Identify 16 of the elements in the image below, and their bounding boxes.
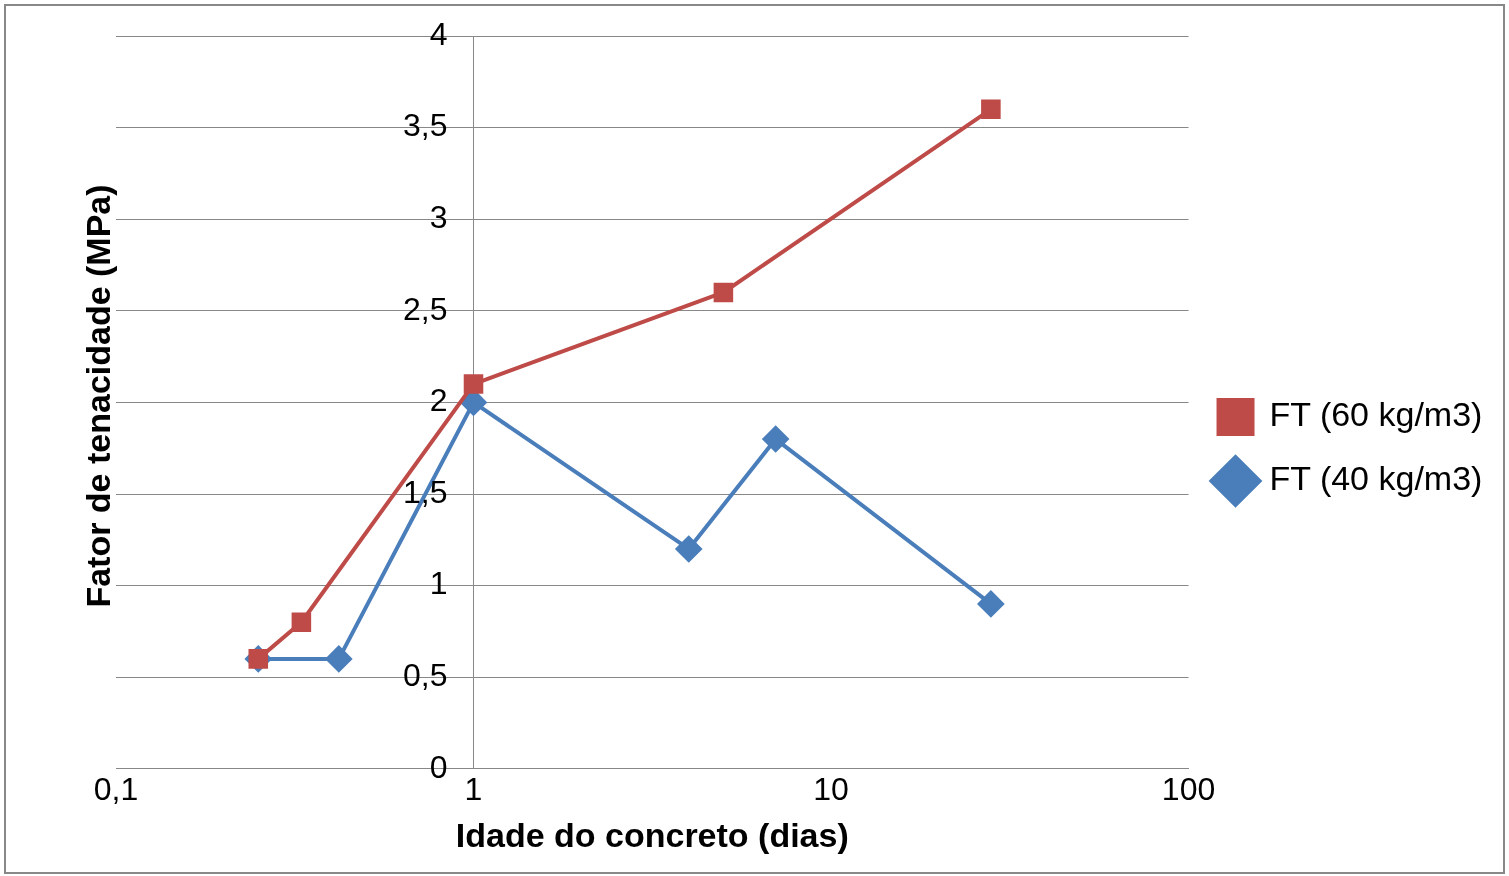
x-axis-title: Idade do concreto (dias) [455, 815, 849, 854]
x-tick-label: 1 [464, 770, 483, 807]
y-tick-label: 0,5 [403, 657, 448, 694]
legend-label: FT (40 kg/m3) [1269, 459, 1483, 498]
y-tick-label: 3 [429, 199, 448, 236]
x-tick-label: 100 [1161, 770, 1216, 807]
y-axis-title: Fator de tenacidade (MPa) [78, 184, 118, 608]
y-tick-label: 1 [429, 565, 448, 602]
y-tick-label: 4 [429, 15, 448, 52]
legend-label: FT (60 kg/m3) [1269, 395, 1483, 434]
y-tick-label: 2 [429, 382, 448, 419]
y-tick-label: 0 [429, 748, 448, 785]
y-tick-label: 2,5 [403, 290, 448, 327]
y-tick-label: 3,5 [403, 107, 448, 144]
x-tick-label: 10 [813, 770, 849, 807]
x-tick-label: 0,1 [93, 770, 139, 807]
